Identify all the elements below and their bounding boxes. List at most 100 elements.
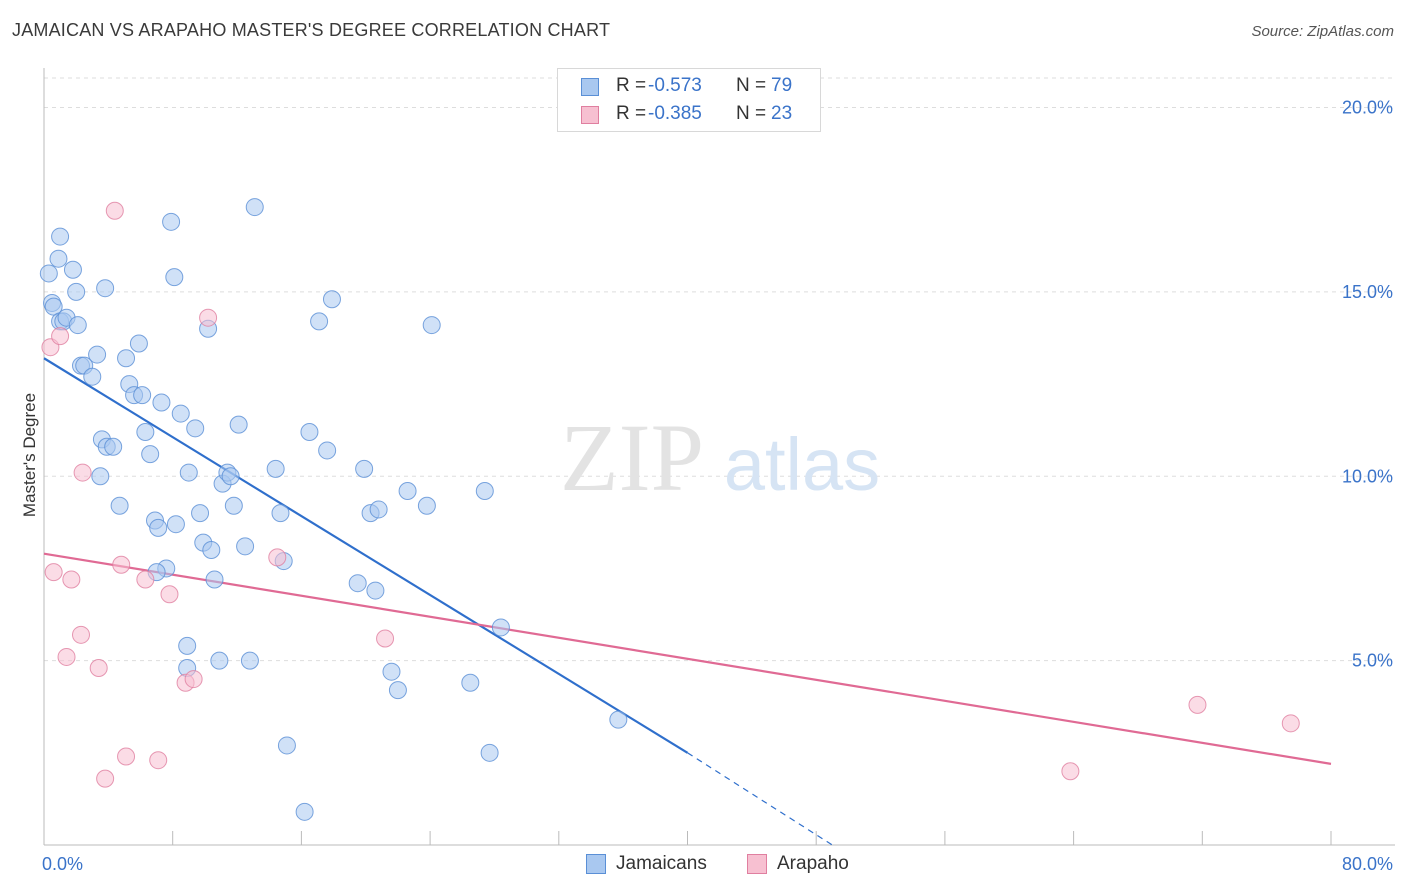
jamaican-point [369,500,388,519]
legend-r-label: R = [616,103,647,124]
jamaican-point [179,463,198,482]
watermark-atlas: atlas [724,423,880,506]
jamaican-point [609,710,628,729]
arapaho-point [112,555,131,574]
legend-n-label: N = [736,75,767,96]
jamaican-point [141,445,160,464]
jamaican-point [152,393,171,412]
arapaho-point [96,769,115,788]
legend-n-value: 23 [771,103,793,124]
jamaican-point [51,227,70,246]
arapaho-point [149,751,168,770]
jamaican-point [355,459,374,478]
arapaho-point [1188,695,1207,714]
jamaican-point [229,415,248,434]
jamaican-point [129,334,148,353]
arapaho-point [1061,762,1080,781]
legend-row-arapaho: R = -0.385 N = 23 [558,100,820,128]
jamaican-point [117,349,136,368]
jamaican-point [422,316,441,335]
bottom-legend-swatch-arapaho [747,854,767,874]
arapaho-point [72,625,91,644]
arapaho-point [160,585,179,604]
trendlines [43,357,1332,846]
jamaican-point [210,651,229,670]
jamaican-point [310,312,329,331]
jamaican-point [205,570,224,589]
jamaican-point [322,290,341,309]
y-tick-label: 10.0% [1342,466,1393,486]
jamaican-point [202,541,221,559]
arapaho-point [117,747,136,766]
x-tick-label: 0.0% [42,854,83,874]
jamaican-point [186,419,205,438]
x-tick-label: 80.0% [1342,854,1393,874]
bottom-legend-label-jamaicans: Jamaicans [616,853,707,874]
jamaican-point [295,802,314,821]
jamaican-point [388,681,407,700]
legend-swatch-jamaicans [581,78,599,96]
jamaican-point [277,736,296,755]
bottom-legend-swatch-jamaicans [586,854,606,874]
legend-n-value: 79 [771,75,793,96]
jamaican-point [68,316,87,335]
y-tick-label: 20.0% [1342,98,1393,118]
jamaican-point [104,437,123,456]
arapaho-point [1281,714,1300,733]
arapaho-point [44,563,63,582]
arapaho-point [376,629,395,648]
data-points [39,198,1300,821]
jamaican-point [475,482,494,500]
arapaho-trendline [43,552,1332,765]
arapaho-point [89,659,108,677]
legend-swatch-arapaho [581,106,599,124]
jamaican-point [162,212,181,231]
jamaican-point [266,459,285,478]
watermark-zip: ZIP [560,404,704,511]
jamaican-point [165,268,184,287]
legend-r-label: R = [616,75,647,96]
axes [43,68,1395,846]
chart-title: JAMAICAN VS ARAPAHO MASTER'S DEGREE CORR… [12,20,611,40]
jamaican-point [236,537,255,556]
arapaho-point [105,201,124,220]
arapaho-point [268,548,287,567]
legend-n-label: N = [736,103,767,124]
arapaho-point [57,647,76,666]
jamaican-point [91,467,110,486]
watermark: ZIP atlas [560,404,880,511]
jamaican-point [96,279,115,298]
jamaican-point [382,662,401,681]
jamaican-point [398,482,417,500]
jamaican-point [461,673,480,692]
y-axis-title: Master's Degree [20,393,39,517]
bottom-legend-label-arapaho: Arapaho [777,853,849,874]
jamaican-point [88,345,107,364]
legend-r-value: -0.573 [648,75,702,96]
jamaican-point [136,423,155,441]
jamaican-trendline-extension [687,752,833,846]
stats-legend: R = -0.573 N = 79 R = -0.385 N = 23 [557,68,821,132]
jamaican-point [166,515,185,534]
tick-labels: 5.0% 10.0% 15.0% 20.0% 0.0% 80.0% [42,98,1393,875]
jamaican-point [191,504,210,523]
jamaican-point [133,386,152,405]
jamaican-point [480,743,499,762]
jamaican-point [171,404,190,423]
jamaican-point [491,618,510,637]
jamaican-point [417,496,436,515]
jamaican-point [178,636,197,655]
jamaican-point [110,496,129,515]
y-tick-label: 15.0% [1342,282,1393,302]
jamaican-point [39,264,58,283]
y-tick-label: 5.0% [1352,651,1393,671]
arapaho-point [62,570,81,589]
jamaican-point [318,441,337,460]
legend-row-jamaicans: R = -0.573 N = 79 [558,72,820,100]
arapaho-point [73,463,92,482]
jamaican-point [366,581,385,600]
legend-r-value: -0.385 [648,103,702,124]
jamaican-point [49,249,68,268]
jamaican-point [63,260,82,279]
jamaican-point [67,282,86,301]
